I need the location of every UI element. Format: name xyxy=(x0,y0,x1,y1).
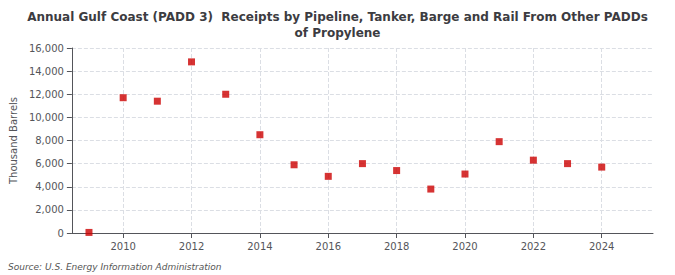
svg-text:12,000: 12,000 xyxy=(29,89,64,100)
svg-text:2022: 2022 xyxy=(521,241,546,252)
svg-text:8,000: 8,000 xyxy=(35,135,64,146)
svg-text:of Propylene: of Propylene xyxy=(295,26,381,40)
svg-text:2010: 2010 xyxy=(110,241,135,252)
svg-text:Thousand Barrels: Thousand Barrels xyxy=(8,97,19,185)
svg-text:16,000: 16,000 xyxy=(29,43,64,54)
svg-text:10,000: 10,000 xyxy=(29,112,64,123)
svg-text:6,000: 6,000 xyxy=(35,158,64,169)
svg-text:2020: 2020 xyxy=(452,241,477,252)
svg-text:14,000: 14,000 xyxy=(29,66,64,77)
svg-text:Annual Gulf Coast (PADD 3) Re: Annual Gulf Coast (PADD 3) Receipts by P… xyxy=(27,10,648,24)
svg-text:2024: 2024 xyxy=(589,241,614,252)
svg-text:2014: 2014 xyxy=(247,241,272,252)
svg-text:2018: 2018 xyxy=(384,241,409,252)
svg-text:2016: 2016 xyxy=(316,241,341,252)
svg-text:2,000: 2,000 xyxy=(35,204,64,215)
svg-text:Source: U.S. Energy Informatio: Source: U.S. Energy Information Administ… xyxy=(8,262,222,272)
svg-text:2012: 2012 xyxy=(179,241,204,252)
svg-text:4,000: 4,000 xyxy=(35,181,64,192)
svg-text:0: 0 xyxy=(58,228,64,239)
